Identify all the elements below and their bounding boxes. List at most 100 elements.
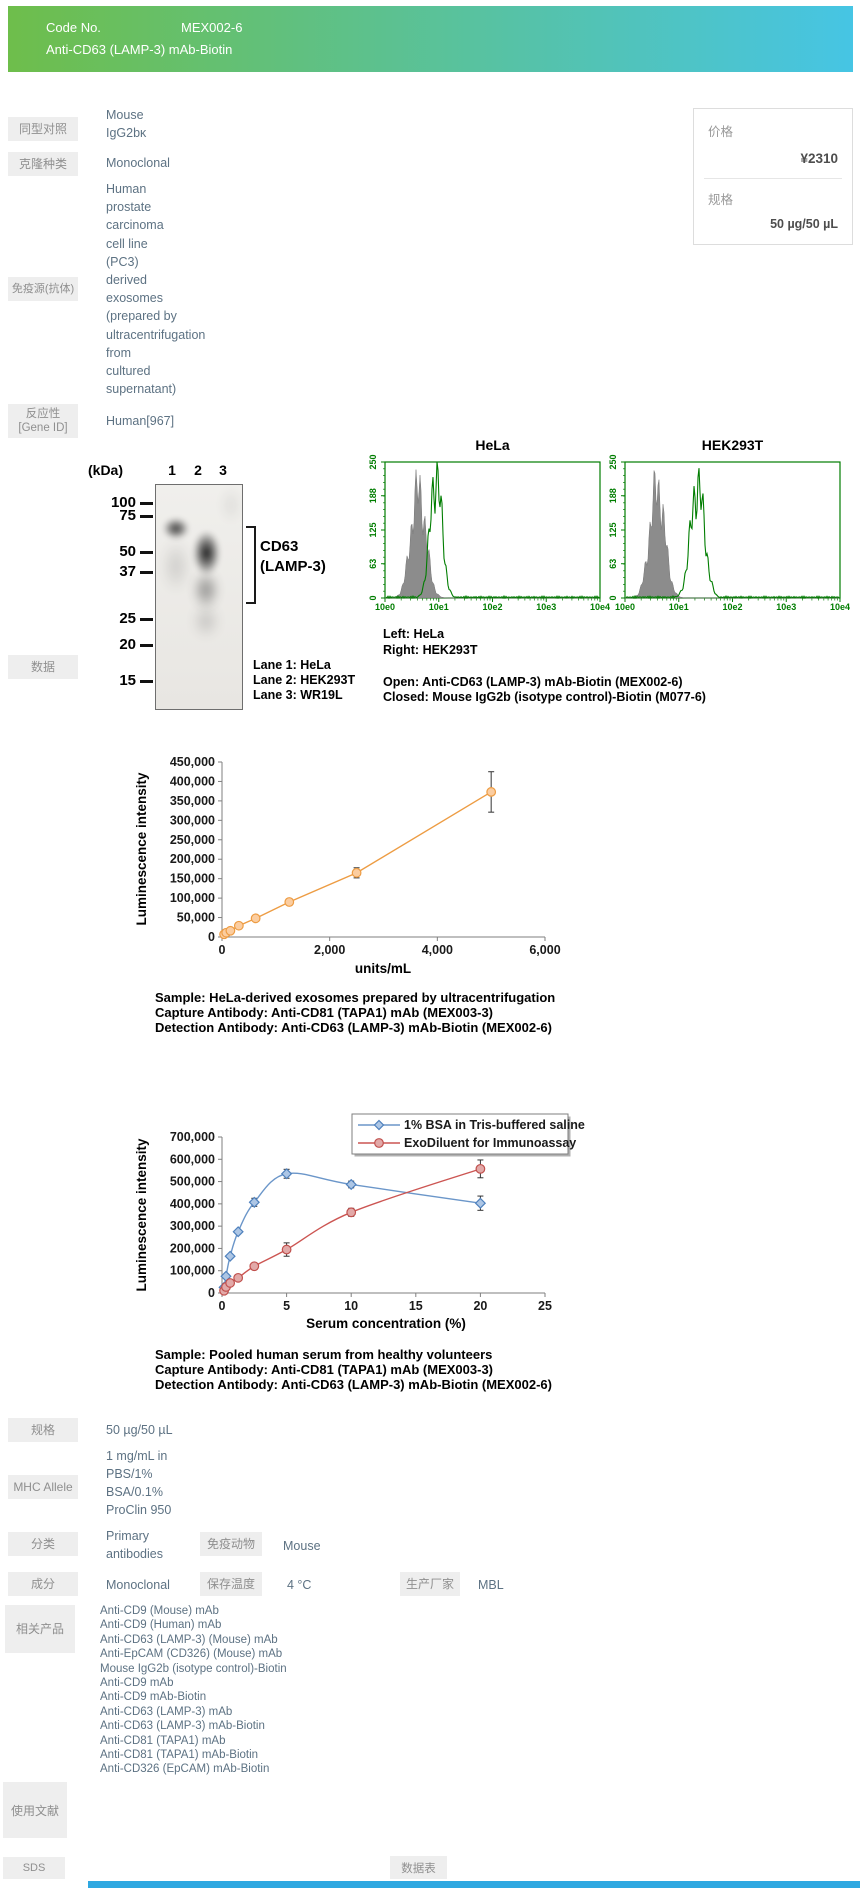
- svg-text:700,000: 700,000: [170, 1130, 215, 1144]
- wb-mw-tick: [140, 618, 153, 621]
- wb-target-name: CD63: [260, 538, 299, 555]
- chart2-caption-line2: Capture Antibody: Anti-CD81 (TAPA1) mAb …: [155, 1362, 494, 1377]
- svg-text:10e1: 10e1: [429, 602, 449, 612]
- related-product-link[interactable]: Mouse IgG2b (isotype control)-Biotin: [100, 1662, 287, 1675]
- datasheet-button[interactable]: 数据表: [390, 1856, 447, 1879]
- wb-lane-number-1: 1: [168, 462, 176, 478]
- related-product-link[interactable]: Anti-CD9 (Mouse) mAb: [100, 1605, 219, 1617]
- svg-text:300,000: 300,000: [170, 1219, 215, 1233]
- svg-text:4,000: 4,000: [422, 943, 453, 957]
- svg-text:Luminescence intensity: Luminescence intensity: [134, 1138, 149, 1292]
- svg-text:150,000: 150,000: [170, 872, 215, 886]
- svg-text:10: 10: [344, 1299, 358, 1313]
- svg-text:10e1: 10e1: [669, 602, 689, 612]
- related-products-list: Anti-CD9 (Mouse) mAb Anti-CD9 (Human) mAb…: [100, 1604, 287, 1777]
- svg-text:188: 188: [368, 488, 378, 503]
- wb-band-lane1-main: [163, 518, 189, 539]
- chart1-caption-line1: Sample: HeLa-derived exosomes prepared b…: [155, 990, 556, 1005]
- svg-text:0: 0: [608, 595, 618, 600]
- reactivity-label-line1: 反应性: [25, 408, 61, 420]
- facs-caption-closed: Closed: Mouse IgG2b (isotype control)-Bi…: [383, 690, 706, 704]
- related-product-link[interactable]: Anti-EpCAM (CD326) (Mouse) mAb: [100, 1648, 283, 1661]
- related-product-link[interactable]: Anti-CD9 mAb: [100, 1677, 174, 1690]
- svg-text:200,000: 200,000: [170, 1241, 215, 1255]
- wb-mw-37: 37: [119, 563, 136, 580]
- field-value-clonality: Monoclonal: [106, 156, 170, 170]
- facs-caption-left: Left: HeLa: [383, 627, 445, 641]
- svg-text:350,000: 350,000: [170, 794, 215, 808]
- field-value-host: Mouse: [283, 1539, 321, 1553]
- wb-lane-caption-2: Lane 2: HEK293T: [253, 673, 356, 687]
- related-product-link[interactable]: Anti-CD81 (TAPA1) mAb: [100, 1734, 226, 1747]
- western-blot-gel-image: [155, 484, 243, 710]
- wb-target-alias: (LAMP-3): [260, 558, 326, 575]
- related-product-link[interactable]: Anti-CD63 (LAMP-3) mAb: [100, 1705, 233, 1718]
- svg-text:500,000: 500,000: [170, 1175, 215, 1189]
- wb-mw-tick: [140, 502, 153, 505]
- related-product-link[interactable]: Anti-CD9 (Human) mAb: [100, 1619, 222, 1632]
- chart1-caption-line3: Detection Antibody: Anti-CD63 (LAMP-3) m…: [155, 1020, 552, 1035]
- price-label: 价格: [708, 125, 734, 139]
- field-value-manufacturer: MBL: [478, 1578, 504, 1592]
- svg-text:10e2: 10e2: [722, 602, 742, 612]
- field-label-related: 相关产品: [5, 1605, 75, 1653]
- svg-text:300,000: 300,000: [170, 813, 215, 827]
- size-label: 规格: [708, 193, 734, 207]
- sds-button[interactable]: SDS: [3, 1857, 65, 1879]
- wb-target-bracket: [246, 526, 256, 604]
- chart2-caption-line1: Sample: Pooled human serum from healthy …: [155, 1347, 493, 1362]
- wb-mw-50: 50: [119, 543, 136, 560]
- size-value: 50 µg/50 µL: [770, 217, 838, 231]
- svg-text:25: 25: [538, 1299, 552, 1313]
- svg-text:Luminescence intensity: Luminescence intensity: [134, 772, 149, 926]
- svg-text:10e3: 10e3: [776, 602, 796, 612]
- svg-text:10e4: 10e4: [830, 602, 850, 612]
- related-product-link[interactable]: Anti-CD81 (TAPA1) mAb-Biotin: [100, 1749, 259, 1762]
- svg-text:600,000: 600,000: [170, 1152, 215, 1166]
- wb-lane-number-2: 2: [194, 462, 202, 478]
- code-label: Code No.: [46, 20, 101, 35]
- field-label-host: 免疫动物: [200, 1532, 262, 1556]
- product-title: Anti-CD63 (LAMP-3) mAb-Biotin: [46, 42, 233, 57]
- field-value-reactivity: Human[967]: [106, 414, 175, 428]
- wb-mw-25: 25: [119, 610, 136, 627]
- wb-kda-label: (kDa): [88, 462, 124, 478]
- facs-caption-open: Open: Anti-CD63 (LAMP-3) mAb-Biotin (MEX…: [383, 675, 683, 689]
- svg-text:20: 20: [473, 1299, 487, 1313]
- svg-text:HeLa: HeLa: [475, 437, 509, 453]
- svg-text:6,000: 6,000: [529, 943, 560, 957]
- field-label-data: 数据: [8, 655, 78, 679]
- wb-mw-20: 20: [119, 636, 136, 653]
- references-button[interactable]: 使用文献: [3, 1782, 67, 1838]
- svg-text:63: 63: [608, 559, 618, 569]
- svg-text:50,000: 50,000: [177, 911, 215, 925]
- field-value-component: Monoclonal: [106, 1578, 170, 1592]
- svg-text:1% BSA in Tris-buffered saline: 1% BSA in Tris-buffered saline: [404, 1118, 585, 1132]
- svg-text:ExoDiluent for Immunoassay: ExoDiluent for Immunoassay: [404, 1136, 576, 1150]
- wb-mw-75: 75: [119, 507, 136, 524]
- svg-text:HEK293T: HEK293T: [702, 437, 764, 453]
- header-banner: Code No. MEX002-6 Anti-CD63 (LAMP-3) mAb…: [8, 6, 853, 72]
- field-label-component: 成分: [8, 1572, 78, 1596]
- svg-text:15: 15: [409, 1299, 423, 1313]
- field-label-clonality: 克隆种类: [8, 152, 78, 176]
- field-label-reactivity: 反应性 [Gene ID]: [8, 404, 78, 438]
- related-product-link[interactable]: Anti-CD63 (LAMP-3) (Mouse) mAb: [100, 1633, 278, 1646]
- svg-text:0: 0: [208, 930, 215, 944]
- serum-dilution-chart: 0 100,000 200,000 300,000 400,000 500,000 600,…: [134, 1113, 585, 1331]
- svg-text:63: 63: [368, 559, 378, 569]
- svg-text:10e4: 10e4: [590, 602, 610, 612]
- svg-text:100,000: 100,000: [170, 891, 215, 905]
- field-label-category: 分类: [8, 1532, 78, 1556]
- related-product-link[interactable]: Anti-CD9 mAb-Biotin: [100, 1691, 207, 1704]
- wb-lane-number-3: 3: [219, 462, 227, 478]
- wb-band-lane3-faint: [220, 487, 242, 523]
- svg-text:0: 0: [368, 595, 378, 600]
- wb-mw-tick: [140, 515, 153, 518]
- wb-band-lane2-mid-smear: [193, 571, 219, 609]
- related-product-link[interactable]: Anti-CD63 (LAMP-3) mAb-Biotin: [100, 1720, 265, 1733]
- related-product-link[interactable]: Anti-CD326 (EpCAM) mAb-Biotin: [100, 1763, 270, 1776]
- svg-text:450,000: 450,000: [170, 755, 215, 769]
- elisa-standard-curve-chart: 0 50,000 100,000 150,000 200,000 250,000 300,0…: [134, 755, 561, 976]
